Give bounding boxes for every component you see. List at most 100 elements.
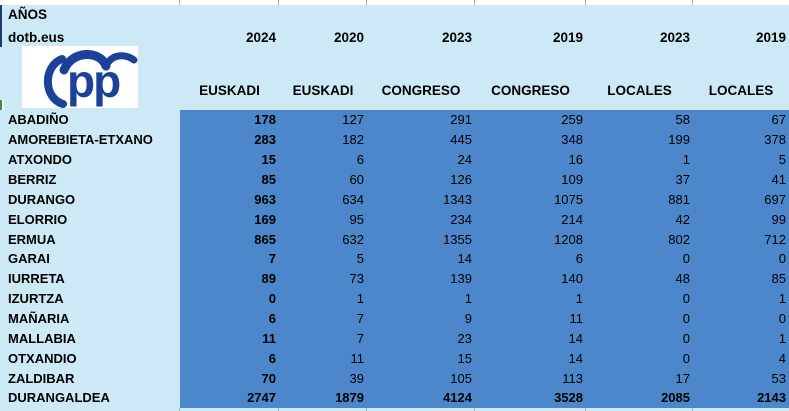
table-row: IZURTZA 0 1 1 1 0 1 [0, 288, 789, 309]
cell-congreso-2019: 1208 [475, 229, 586, 250]
table-row: MALLABIA 11 7 23 14 0 1 [0, 328, 789, 349]
cell-congreso-2023: 1343 [367, 189, 475, 210]
cell-euskadi-2024: 169 [180, 209, 279, 230]
gridline [366, 408, 367, 411]
table-row: DURANGO 963 634 1343 1075 881 697 [0, 189, 789, 210]
municipality-name: MALLABIA [0, 328, 180, 349]
municipality-name: ELORRIO [0, 209, 180, 230]
cell-euskadi-2020: 127 [279, 110, 367, 130]
total-euskadi-2020: 1879 [279, 388, 367, 408]
cell-euskadi-2020: 7 [279, 328, 367, 349]
cell-locales-2023: 42 [586, 209, 693, 230]
total-locales-2023: 2085 [586, 388, 693, 408]
pp-logo-text: pp [67, 55, 120, 107]
year-header: 2023 [659, 29, 690, 45]
cell-locales-2023: 48 [586, 268, 693, 289]
cell-congreso-2023: 24 [367, 149, 475, 170]
cell-euskadi-2020: 39 [279, 368, 367, 389]
cell-congreso-2023: 15 [367, 348, 475, 369]
cell-locales-2019: 1 [693, 288, 789, 309]
top-gridline-strip [0, 0, 789, 5]
gridline [278, 408, 279, 411]
cell-locales-2019: 5 [693, 149, 789, 170]
cell-euskadi-2024: 70 [180, 368, 279, 389]
cell-euskadi-2024: 6 [180, 348, 279, 369]
cell-locales-2023: 0 [586, 288, 693, 309]
gridline [474, 0, 475, 5]
cell-locales-2019: 4 [693, 348, 789, 369]
cell-congreso-2023: 234 [367, 209, 475, 230]
table-row: OTXANDIO 6 11 15 14 0 4 [0, 348, 789, 369]
years-label: AÑOS [8, 7, 48, 22]
cell-congreso-2019: 140 [475, 268, 586, 289]
cell-congreso-2023: 105 [367, 368, 475, 389]
table-row: AMOREBIETA-ETXANO 283 182 445 348 199 37… [0, 129, 789, 150]
cell-congreso-2019: 113 [475, 368, 586, 389]
group-header-congreso-2019: CONGRESO [491, 82, 570, 98]
cell-euskadi-2020: 7 [279, 308, 367, 329]
cell-congreso-2019: 109 [475, 169, 586, 190]
cell-congreso-2019: 14 [475, 328, 586, 349]
cell-congreso-2019: 16 [475, 149, 586, 170]
cell-locales-2023: 802 [586, 229, 693, 250]
cell-locales-2019: 85 [693, 268, 789, 289]
table-row: GARAI 7 5 14 6 0 0 [0, 249, 789, 269]
cell-locales-2019: 378 [693, 129, 789, 150]
group-header-locales-2023: LOCALES [607, 82, 672, 98]
cell-euskadi-2020: 634 [279, 189, 367, 210]
cell-locales-2019: 67 [693, 110, 789, 130]
cell-locales-2023: 0 [586, 348, 693, 369]
cell-congreso-2023: 1 [367, 288, 475, 309]
pp-logo: pp [22, 46, 138, 108]
cell-locales-2023: 881 [586, 189, 693, 210]
cell-euskadi-2024: 178 [180, 110, 279, 130]
table-row: ATXONDO 15 6 24 16 1 5 [0, 149, 789, 170]
municipality-name: ZALDIBAR [0, 368, 180, 389]
cell-euskadi-2020: 95 [279, 209, 367, 230]
cell-euskadi-2024: 865 [180, 229, 279, 250]
gridline [278, 0, 279, 5]
total-row-name: DURANGALDEA [0, 388, 180, 408]
municipality-name: ERMUA [0, 229, 180, 250]
gridline [692, 408, 693, 411]
cell-euskadi-2020: 60 [279, 169, 367, 190]
total-congreso-2019: 3528 [475, 388, 586, 408]
cell-locales-2023: 0 [586, 308, 693, 329]
cell-locales-2019: 99 [693, 209, 789, 230]
cell-locales-2019: 0 [693, 249, 789, 269]
cell-euskadi-2024: 11 [180, 328, 279, 349]
year-header: 2024 [245, 29, 276, 45]
cell-locales-2023: 58 [586, 110, 693, 130]
pp-logo-icon: pp [44, 50, 138, 108]
cell-euskadi-2020: 1 [279, 288, 367, 309]
cell-locales-2019: 712 [693, 229, 789, 250]
cell-euskadi-2024: 89 [180, 268, 279, 289]
cell-locales-2023: 199 [586, 129, 693, 150]
total-congreso-2023: 4124 [367, 388, 475, 408]
group-header-congreso-2023: CONGRESO [381, 82, 461, 98]
table-row: ERMUA 865 632 1355 1208 802 712 [0, 229, 789, 250]
municipality-name: IZURTZA [0, 288, 180, 309]
cell-locales-2023: 0 [586, 249, 693, 269]
data-table: ABADIÑO 178 127 291 259 58 67 AMOREBIETA… [0, 110, 789, 408]
year-header: 2019 [552, 29, 583, 45]
cell-congreso-2019: 1 [475, 288, 586, 309]
table-row: IURRETA 89 73 139 140 48 85 [0, 268, 789, 289]
total-euskadi-2024: 2747 [180, 388, 279, 408]
cell-euskadi-2020: 11 [279, 348, 367, 369]
cell-locales-2019: 53 [693, 368, 789, 389]
cell-congreso-2023: 9 [367, 308, 475, 329]
cell-congreso-2023: 291 [367, 110, 475, 130]
bottom-gridline-strip [0, 408, 789, 411]
gridline [366, 0, 367, 5]
table-row: ZALDIBAR 70 39 105 113 17 53 [0, 368, 789, 389]
cell-congreso-2023: 1355 [367, 229, 475, 250]
cell-congreso-2023: 23 [367, 328, 475, 349]
cell-locales-2023: 17 [586, 368, 693, 389]
table-row: MAÑARIA 6 7 9 11 0 0 [0, 308, 789, 329]
gridline [585, 408, 586, 411]
group-header-euskadi-2020: EUSKADI [292, 82, 354, 98]
municipality-name: AMOREBIETA-ETXANO [0, 129, 180, 150]
cell-congreso-2023: 126 [367, 169, 475, 190]
